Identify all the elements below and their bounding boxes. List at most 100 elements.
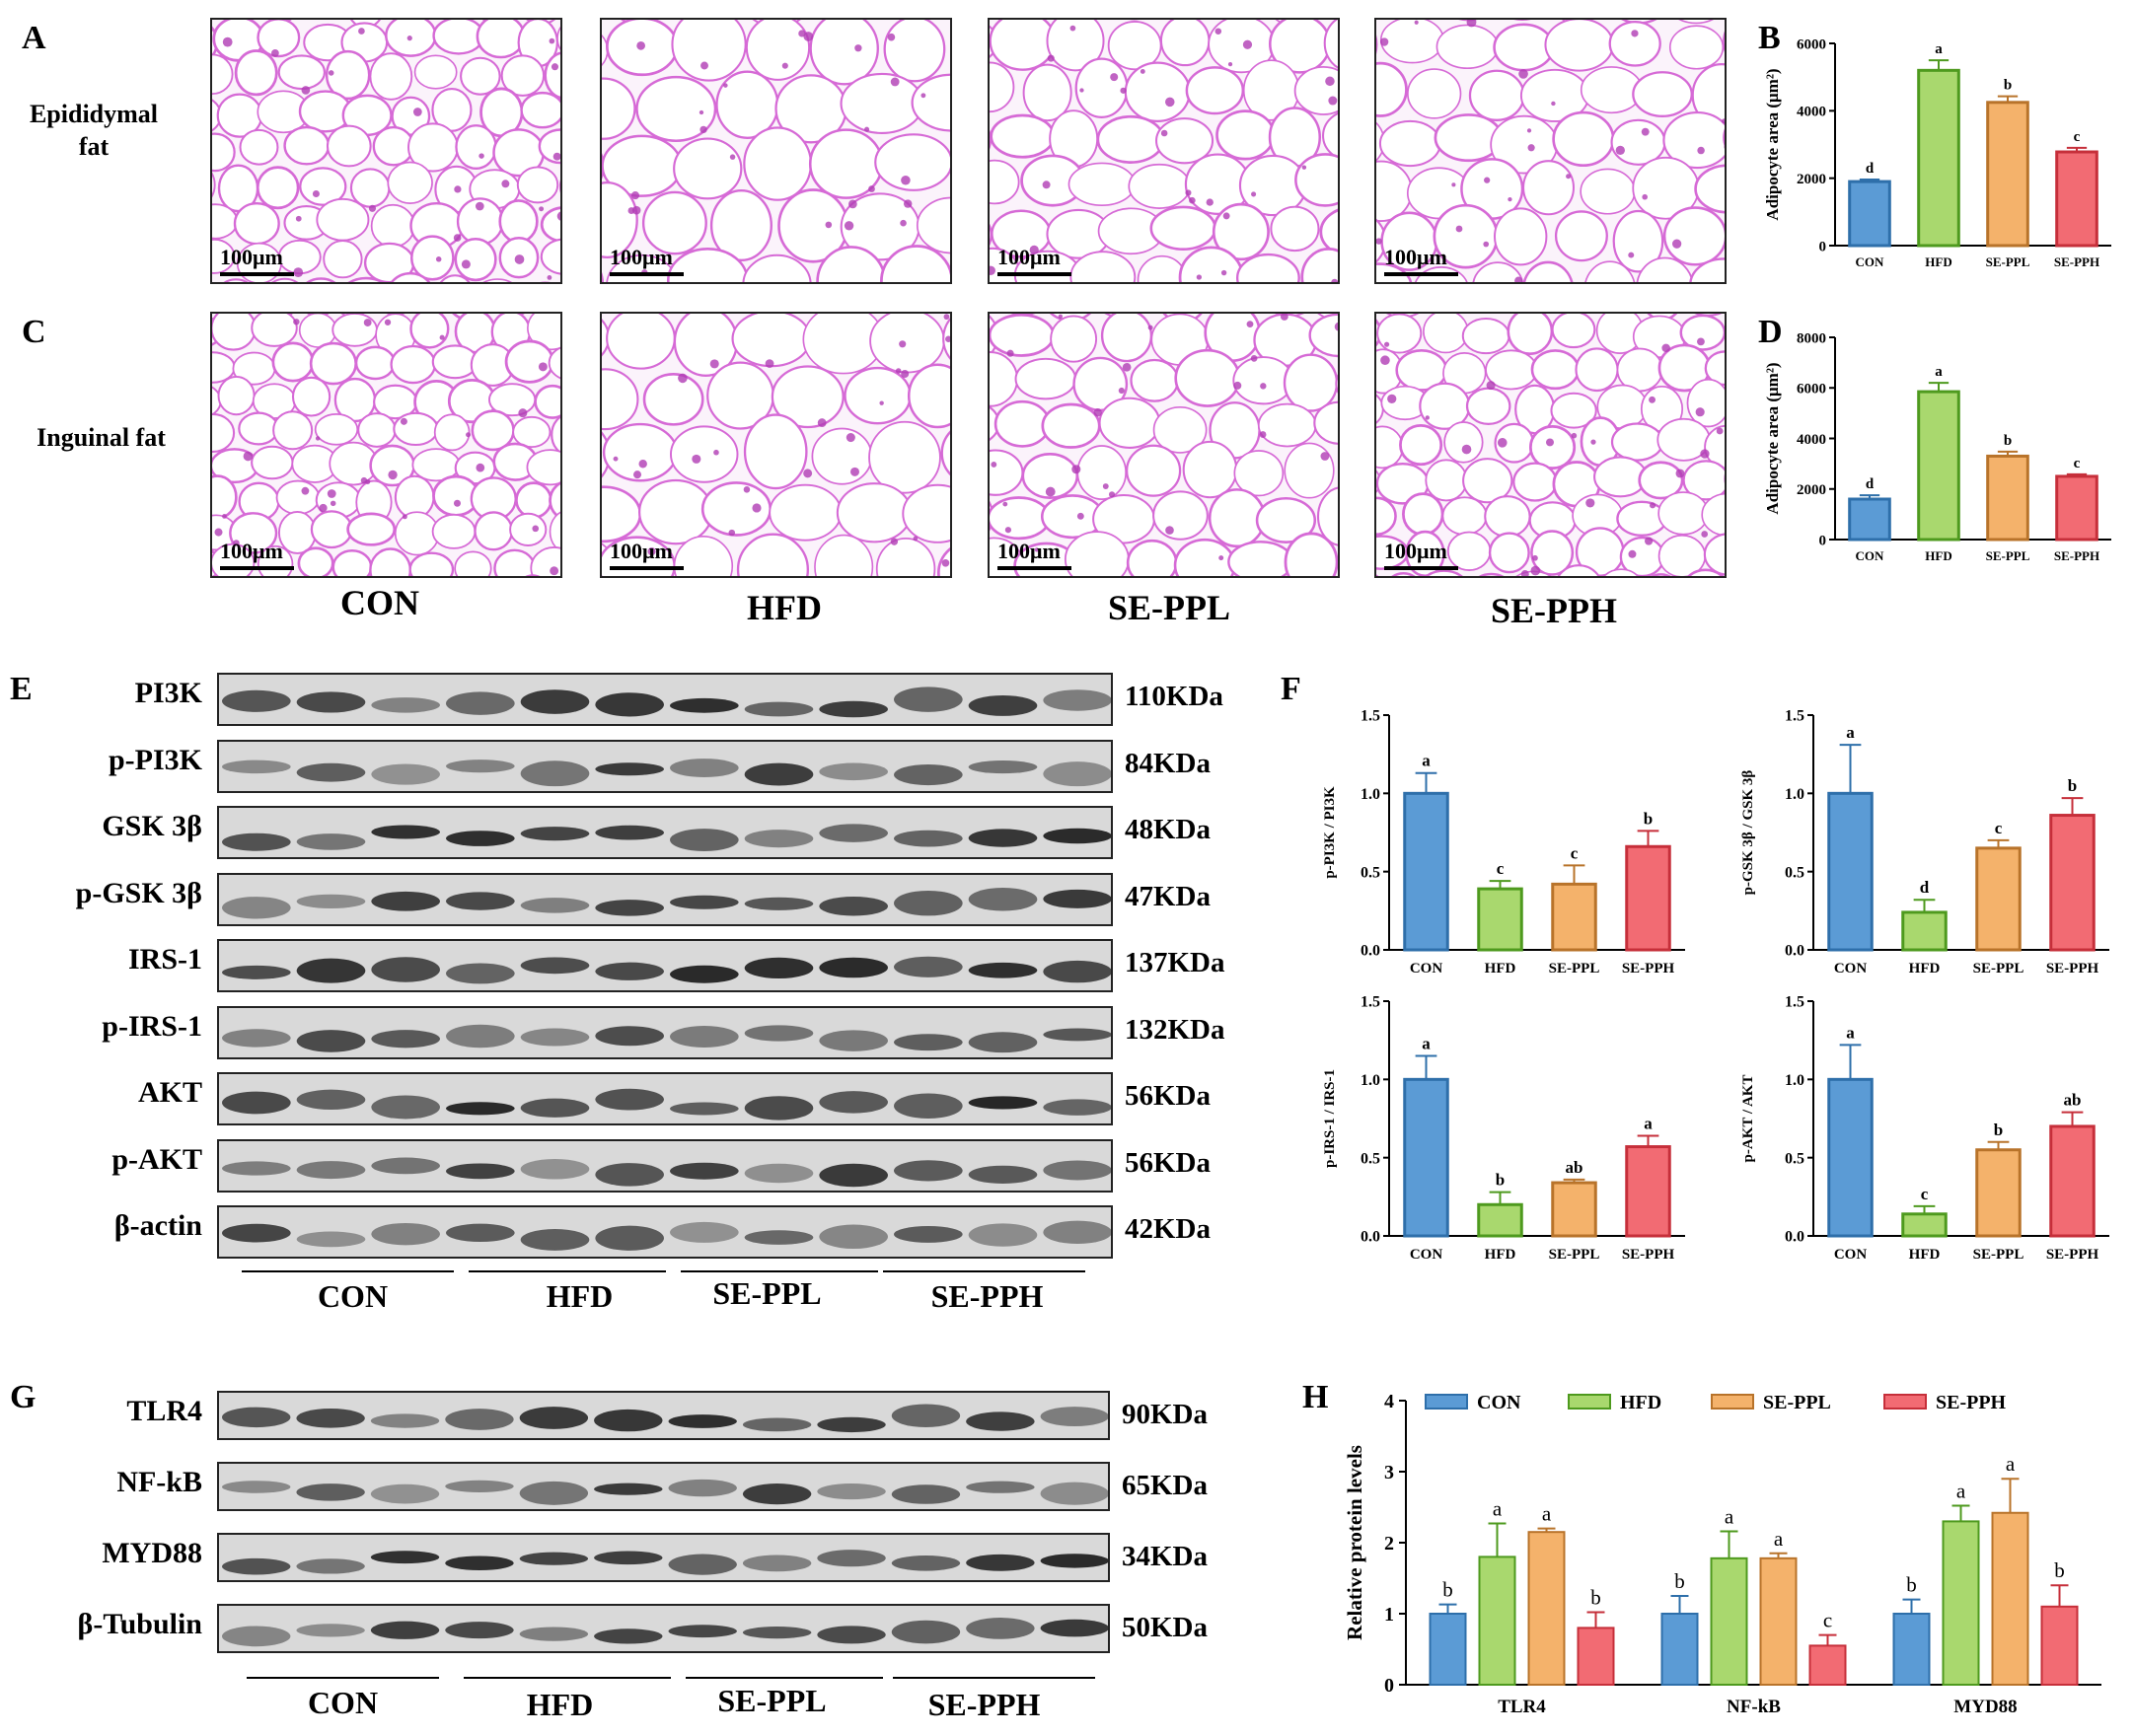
significance-letter: a — [1774, 1527, 1784, 1551]
category-label: SE-PPL — [1973, 1247, 2024, 1263]
wb-e-size-label: 56KDa — [1125, 1146, 1211, 1179]
category-label: HFD — [1909, 1247, 1941, 1263]
bar-se-ppl — [1551, 1181, 1597, 1238]
wb-g-blot-strip — [217, 1391, 1110, 1440]
significance-letter: c — [1571, 843, 1579, 862]
y-tick-label: 1.5 — [1361, 994, 1380, 1011]
y-axis-label: Relative protein levels — [1343, 1445, 1366, 1640]
legend-swatch-hfd — [1568, 1394, 1611, 1410]
scale-bar — [220, 272, 294, 276]
y-tick-label: 1.0 — [1785, 786, 1804, 803]
y-axis-label: p-AKT / AKT — [1740, 1075, 1756, 1163]
significance-letter: c — [2074, 129, 2081, 145]
significance-letter: b — [1906, 1573, 1917, 1597]
wb-e-group-se-pph: SE-PPH — [930, 1278, 1044, 1314]
category-label: HFD — [1925, 254, 1951, 269]
histology-group-se-pph: SE-PPH — [1490, 591, 1617, 630]
bar-se-ppl — [1975, 846, 2022, 952]
category-label: SE-PPH — [2054, 548, 2099, 563]
y-tick-label: 1.5 — [1785, 708, 1804, 725]
legend-swatch-se-pph — [1883, 1394, 1927, 1410]
wb-e-blot-strip — [217, 1005, 1113, 1059]
wb-e-blot-strip — [217, 739, 1113, 793]
bar-con — [1660, 1613, 1699, 1686]
wb-g-protein-label: NF-kB — [116, 1466, 202, 1498]
bar-se-ppl — [1991, 1511, 2029, 1686]
significance-letter: ab — [2064, 1091, 2082, 1110]
wb-e-size-label: 47KDa — [1125, 880, 1211, 912]
bar-se-pph — [1625, 1145, 1671, 1238]
bar-hfd — [1477, 1202, 1523, 1238]
wb-g-group-se-pph: SE-PPH — [927, 1687, 1041, 1722]
legend-swatch-con — [1425, 1394, 1468, 1410]
significance-letter: b — [1674, 1569, 1685, 1593]
wb-e-size-label: 84KDa — [1125, 747, 1211, 779]
category-label: CON — [1856, 254, 1885, 269]
wb-e-size-label: 137KDa — [1125, 947, 1225, 978]
bar-hfd — [1901, 910, 1948, 952]
wb-e-size-label: 110KDa — [1125, 681, 1223, 712]
bar-se-pph — [2049, 814, 2096, 952]
wb-g-size-label: 50KDa — [1122, 1612, 1208, 1643]
wb-g-blot-strip — [217, 1462, 1110, 1511]
significance-letter: c — [1823, 1609, 1832, 1632]
y-tick-label: 1.5 — [1361, 708, 1380, 725]
significance-letter: a — [1846, 723, 1855, 742]
bar-se-ppl — [1975, 1148, 2022, 1238]
scale-bar — [997, 566, 1071, 570]
wb-g-line-se-ppl — [686, 1677, 883, 1679]
wb-e-protein-label: β-actin — [113, 1209, 202, 1242]
panel-label-d: D — [1758, 314, 1783, 350]
micrograph-inguinal-se-pph: 100μm — [1374, 312, 1727, 578]
significance-letter: c — [1921, 1185, 1929, 1203]
bar-hfd — [1942, 1520, 1980, 1686]
wb-e-line-con — [242, 1270, 454, 1272]
y-axis-label: Adipocyte area (μm²) — [1763, 68, 1782, 220]
y-tick-label: 1.5 — [1785, 994, 1804, 1011]
chart-b: 0 2000 4000 6000 Adipocyte area (μm²) d CON a HF… — [1763, 36, 2111, 269]
significance-letter: c — [1995, 819, 2003, 837]
significance-letter: d — [1920, 878, 1930, 897]
y-axis-label: p-PI3K / PI3K — [1322, 786, 1338, 879]
wb-g-protein-label: MYD88 — [102, 1537, 202, 1569]
category-label: TLR4 — [1498, 1697, 1546, 1717]
category-label: CON — [1856, 548, 1885, 563]
category-label: HFD — [1485, 1247, 1516, 1263]
significance-letter: a — [1935, 364, 1943, 380]
wb-g-protein-label: TLR4 — [126, 1395, 202, 1427]
histology-group-con: CON — [340, 583, 419, 622]
category-label: CON — [1410, 961, 1443, 976]
category-label: HFD — [1925, 548, 1951, 563]
scale-bar-label: 100μm — [1384, 245, 1447, 269]
category-label: SE-PPL — [1986, 548, 2030, 563]
significance-letter: d — [1866, 161, 1875, 177]
significance-letter: a — [1493, 1497, 1503, 1521]
scale-bar — [997, 272, 1071, 276]
wb-g-group-con: CON — [307, 1685, 379, 1720]
category-label: MYD88 — [1953, 1697, 2017, 1717]
y-tick-label: 0.5 — [1785, 1150, 1804, 1167]
bar-hfd — [1901, 1212, 1948, 1238]
bar-con — [1892, 1613, 1931, 1686]
wb-e-line-se-ppl — [681, 1270, 878, 1272]
y-axis-label: p-IRS-1 / IRS-1 — [1322, 1069, 1338, 1168]
micrograph-inguinal-con: 100μm — [210, 312, 562, 578]
category-label: CON — [1834, 1247, 1868, 1263]
panel-label-b: B — [1758, 20, 1781, 56]
wb-e-protein-label: AKT — [137, 1076, 202, 1109]
wb-e-blot-strip — [217, 1138, 1113, 1193]
bar-se-ppl — [1986, 454, 2029, 542]
micrograph-epididymal-se-pph: 100μm — [1374, 18, 1727, 284]
y-tick-label: 0.5 — [1785, 864, 1804, 881]
chart-f4: 0.0 0.5 1.0 1.5 p-AKT / AKT a CON c HFD b SE-PPL ab… — [1740, 994, 2109, 1263]
chart-f1: 0.0 0.5 1.0 1.5 p-PI3K / PI3K a CON c HFD c SE-PPL… — [1322, 708, 1685, 976]
legend-label: SE-PPL — [1763, 1392, 1831, 1413]
significance-letter: b — [1994, 1121, 2003, 1139]
legend-label: HFD — [1620, 1392, 1661, 1413]
y-tick-label: 3 — [1384, 1462, 1394, 1483]
histology-group-hfd: HFD — [747, 588, 822, 627]
y-tick-label: 1 — [1384, 1604, 1394, 1626]
row-title-epididymal: Epididymal fat — [29, 100, 159, 161]
wb-e-group-con: CON — [317, 1278, 389, 1314]
significance-letter: a — [1422, 752, 1431, 770]
